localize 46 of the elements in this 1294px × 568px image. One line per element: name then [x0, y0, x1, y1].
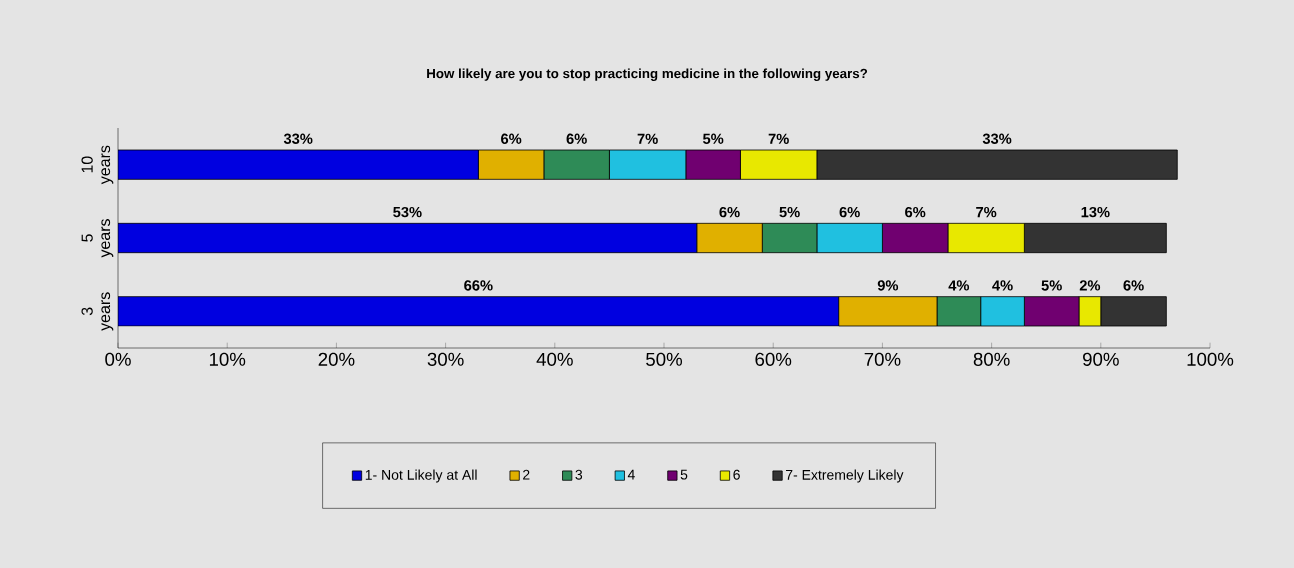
data-label: 33% — [982, 133, 1012, 144]
bar — [118, 222, 698, 254]
data-label: 7% — [768, 133, 789, 144]
data-label: 4% — [992, 280, 1013, 291]
data-label: 7% — [637, 133, 658, 144]
x-tick-label: 40% — [536, 352, 573, 366]
x-tick-label: 80% — [973, 352, 1010, 366]
data-label: 6% — [566, 133, 587, 144]
data-label: 5% — [1041, 280, 1062, 291]
data-label: 9% — [877, 280, 899, 291]
legend-label: 2 — [523, 469, 530, 480]
y-tick-label: 5 years — [81, 219, 114, 258]
data-label: 6% — [839, 206, 860, 218]
data-label: 2% — [1079, 280, 1101, 291]
y-tick-label: 10 years — [81, 145, 114, 185]
data-label: 5% — [779, 206, 800, 218]
x-tick-label: 100% — [1187, 352, 1234, 366]
x-tick-label: 0% — [105, 352, 131, 366]
chart-title: How likely are you to stop practicing medicine in the following years? — [427, 68, 868, 81]
data-label: 6% — [501, 133, 522, 144]
x-tick-label: 30% — [427, 352, 464, 366]
data-label: 6% — [719, 206, 740, 218]
x-tick-label: 50% — [646, 352, 683, 366]
data-label: 6% — [905, 206, 926, 218]
data-label: 33% — [283, 133, 313, 144]
legend-label: 4 — [627, 469, 635, 480]
legend-label: 5 — [680, 469, 688, 480]
data-label: 13% — [1081, 206, 1110, 218]
data-label: 53% — [393, 206, 422, 218]
y-tick-label: 3 years — [81, 292, 114, 331]
x-tick-label: 10% — [209, 352, 246, 366]
data-label: 6% — [1123, 280, 1144, 291]
x-tick-label: 20% — [318, 352, 355, 366]
data-label: 5% — [703, 133, 724, 144]
data-label: 66% — [464, 280, 493, 291]
legend-label: 7- Extremely Likely — [785, 469, 904, 483]
data-label: 7% — [976, 206, 997, 218]
bar — [118, 149, 479, 180]
bar — [118, 296, 840, 327]
x-tick-label: 70% — [864, 352, 901, 366]
data-label: 4% — [948, 280, 970, 291]
legend-label: 3 — [575, 469, 583, 480]
legend-label: 1- Not Likely at All — [365, 469, 477, 483]
x-tick-label: 60% — [755, 352, 792, 366]
x-tick-label: 90% — [1083, 352, 1119, 366]
legend-label: 6 — [733, 469, 740, 480]
